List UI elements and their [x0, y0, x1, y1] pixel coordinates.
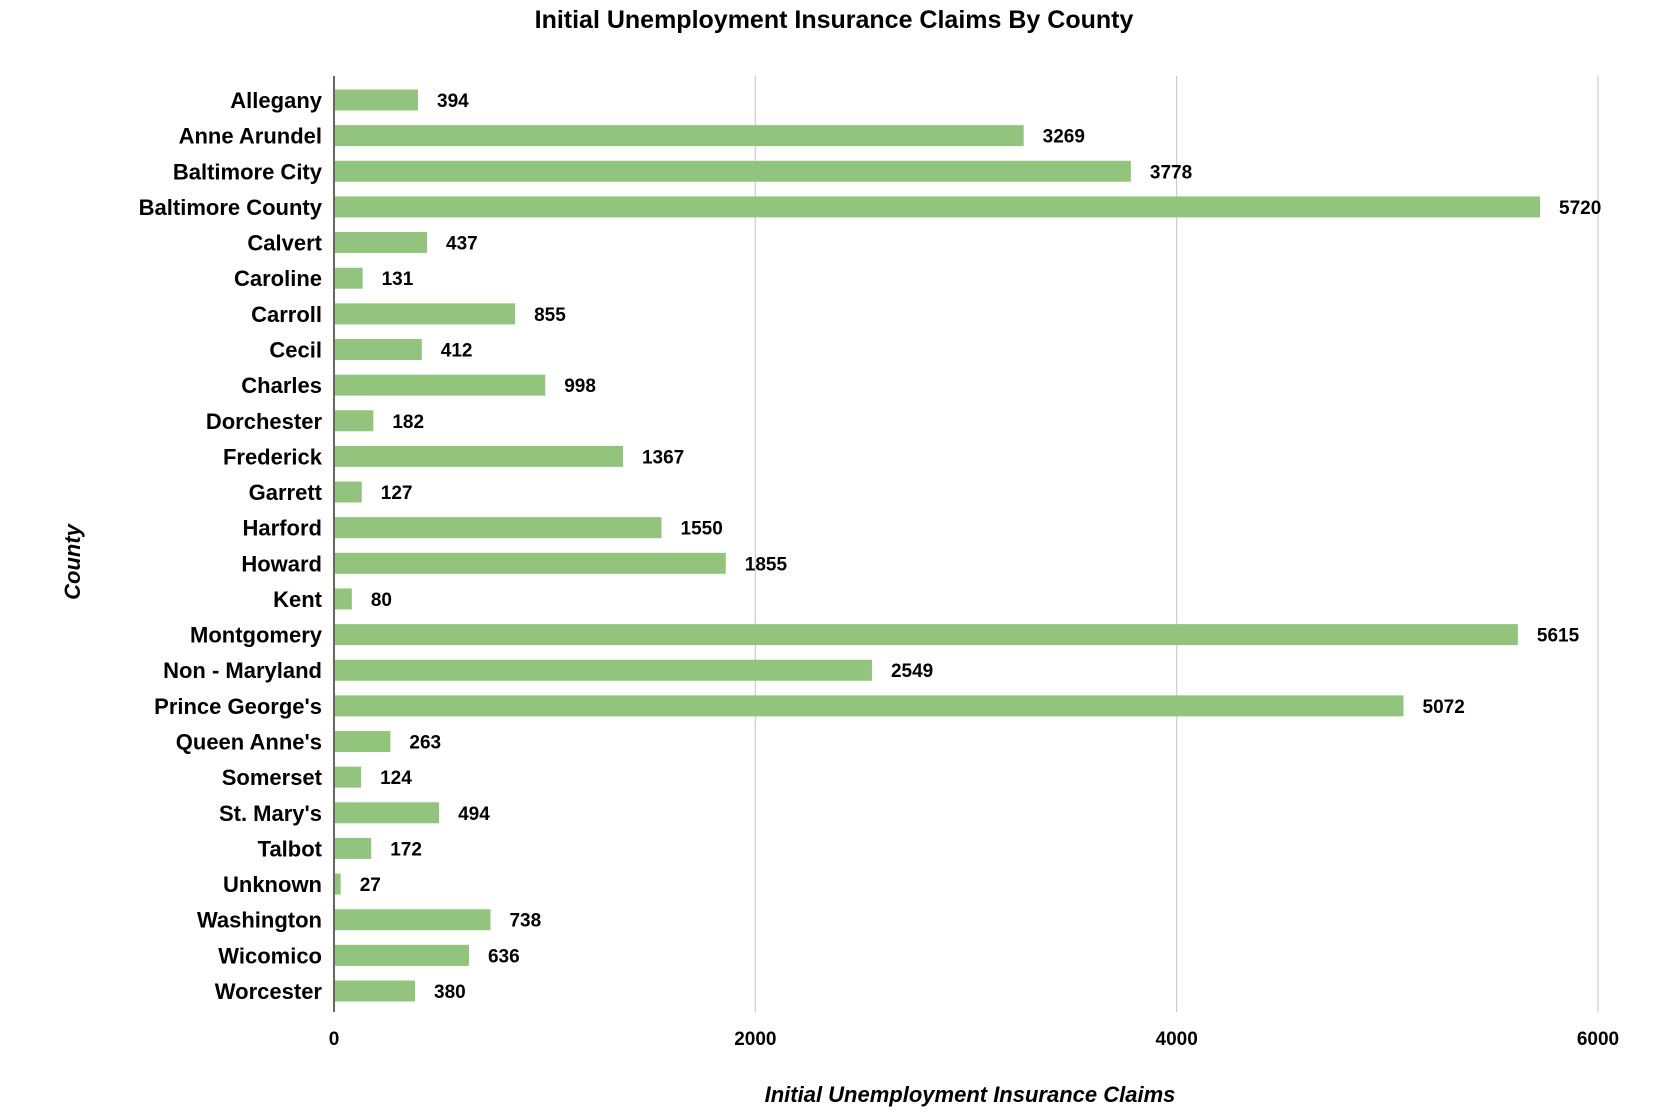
y-tick-label: Allegany [230, 88, 322, 113]
bar [335, 731, 391, 753]
bar [335, 802, 440, 824]
data-label: 5072 [1423, 697, 1465, 718]
data-label: 80 [371, 590, 392, 611]
bar [335, 410, 374, 432]
data-label: 3778 [1150, 162, 1192, 183]
data-label: 124 [380, 768, 412, 789]
x-tick-label: 6000 [1577, 1029, 1619, 1050]
data-label: 998 [564, 376, 596, 397]
bar [335, 232, 428, 254]
bar [335, 909, 491, 931]
data-label: 131 [382, 269, 414, 290]
bar [335, 588, 352, 610]
y-tick-label: Anne Arundel [179, 124, 322, 149]
data-label: 172 [390, 839, 422, 860]
y-tick-label: Garrett [249, 480, 323, 505]
data-label: 394 [437, 91, 469, 112]
chart-title: Initial Unemployment Insurance Claims By… [535, 6, 1134, 34]
y-tick-label: Dorchester [206, 409, 323, 434]
data-label: 412 [441, 340, 473, 361]
x-axis-ticks: 0 2000 4000 6000 [329, 1029, 1619, 1050]
y-tick-label: Kent [273, 587, 323, 612]
bar [335, 481, 362, 503]
data-label: 3269 [1043, 127, 1085, 148]
data-label: 27 [360, 875, 381, 896]
data-label: 437 [446, 234, 478, 255]
data-label: 855 [534, 305, 566, 326]
bar [335, 552, 726, 574]
data-label: 636 [488, 946, 520, 967]
data-label: 738 [509, 911, 541, 932]
bar [335, 695, 1404, 717]
x-tick-label: 0 [329, 1029, 340, 1050]
data-label: 2549 [891, 661, 933, 682]
bar [335, 944, 469, 966]
y-tick-label: Worcester [215, 979, 323, 1004]
y-tick-label: Talbot [258, 836, 323, 861]
gridlines [754, 76, 1599, 1012]
bar [335, 89, 419, 111]
y-tick-label: Baltimore City [173, 159, 323, 184]
data-label: 182 [392, 412, 424, 433]
y-tick-label: Cecil [269, 337, 322, 362]
x-tick-label: 2000 [734, 1029, 776, 1050]
x-tick-label: 4000 [1156, 1029, 1198, 1050]
data-label: 5720 [1559, 198, 1601, 219]
y-tick-label: Washington [197, 908, 322, 933]
bar [335, 445, 623, 467]
y-axis-label: County [60, 522, 85, 600]
bar [335, 980, 416, 1002]
bar [335, 338, 422, 360]
y-tick-label: Howard [241, 551, 322, 576]
y-tick-label: Montgomery [190, 623, 323, 648]
bar [335, 374, 546, 396]
data-label: 5615 [1537, 626, 1580, 647]
y-tick-label: Harford [243, 516, 322, 541]
data-label: 494 [458, 804, 490, 825]
x-axis-label: Initial Unemployment Insurance Claims [765, 1082, 1176, 1107]
bars: Allegany 394 Anne Arundel 3269 Baltimore Cit… [139, 88, 1602, 1004]
y-tick-label: St. Mary's [219, 801, 322, 826]
bar [335, 303, 516, 325]
bar [335, 196, 1541, 218]
y-tick-label: Prince George's [154, 694, 322, 719]
bar [335, 659, 872, 681]
bar [335, 873, 341, 895]
data-label: 1367 [642, 447, 684, 468]
data-label: 127 [381, 483, 413, 504]
y-tick-label: Unknown [223, 872, 322, 897]
bar [335, 125, 1024, 147]
bar [335, 766, 362, 788]
y-tick-label: Frederick [223, 444, 323, 469]
y-tick-label: Baltimore County [139, 195, 323, 220]
bar [335, 837, 372, 859]
data-label: 263 [409, 733, 441, 754]
y-tick-label: Charles [241, 373, 322, 398]
y-tick-label: Wicomico [218, 943, 322, 968]
bar [335, 624, 1518, 646]
y-tick-label: Non - Maryland [163, 658, 322, 683]
y-tick-label: Caroline [234, 266, 322, 291]
bar [335, 267, 363, 289]
data-label: 380 [434, 982, 466, 1003]
y-tick-label: Calvert [247, 231, 322, 256]
bar [335, 517, 662, 539]
y-tick-label: Somerset [222, 765, 323, 790]
data-label: 1855 [745, 554, 788, 575]
data-label: 1550 [681, 519, 723, 540]
y-tick-label: Queen Anne's [176, 730, 322, 755]
bar [335, 160, 1131, 182]
y-tick-label: Carroll [251, 302, 322, 327]
